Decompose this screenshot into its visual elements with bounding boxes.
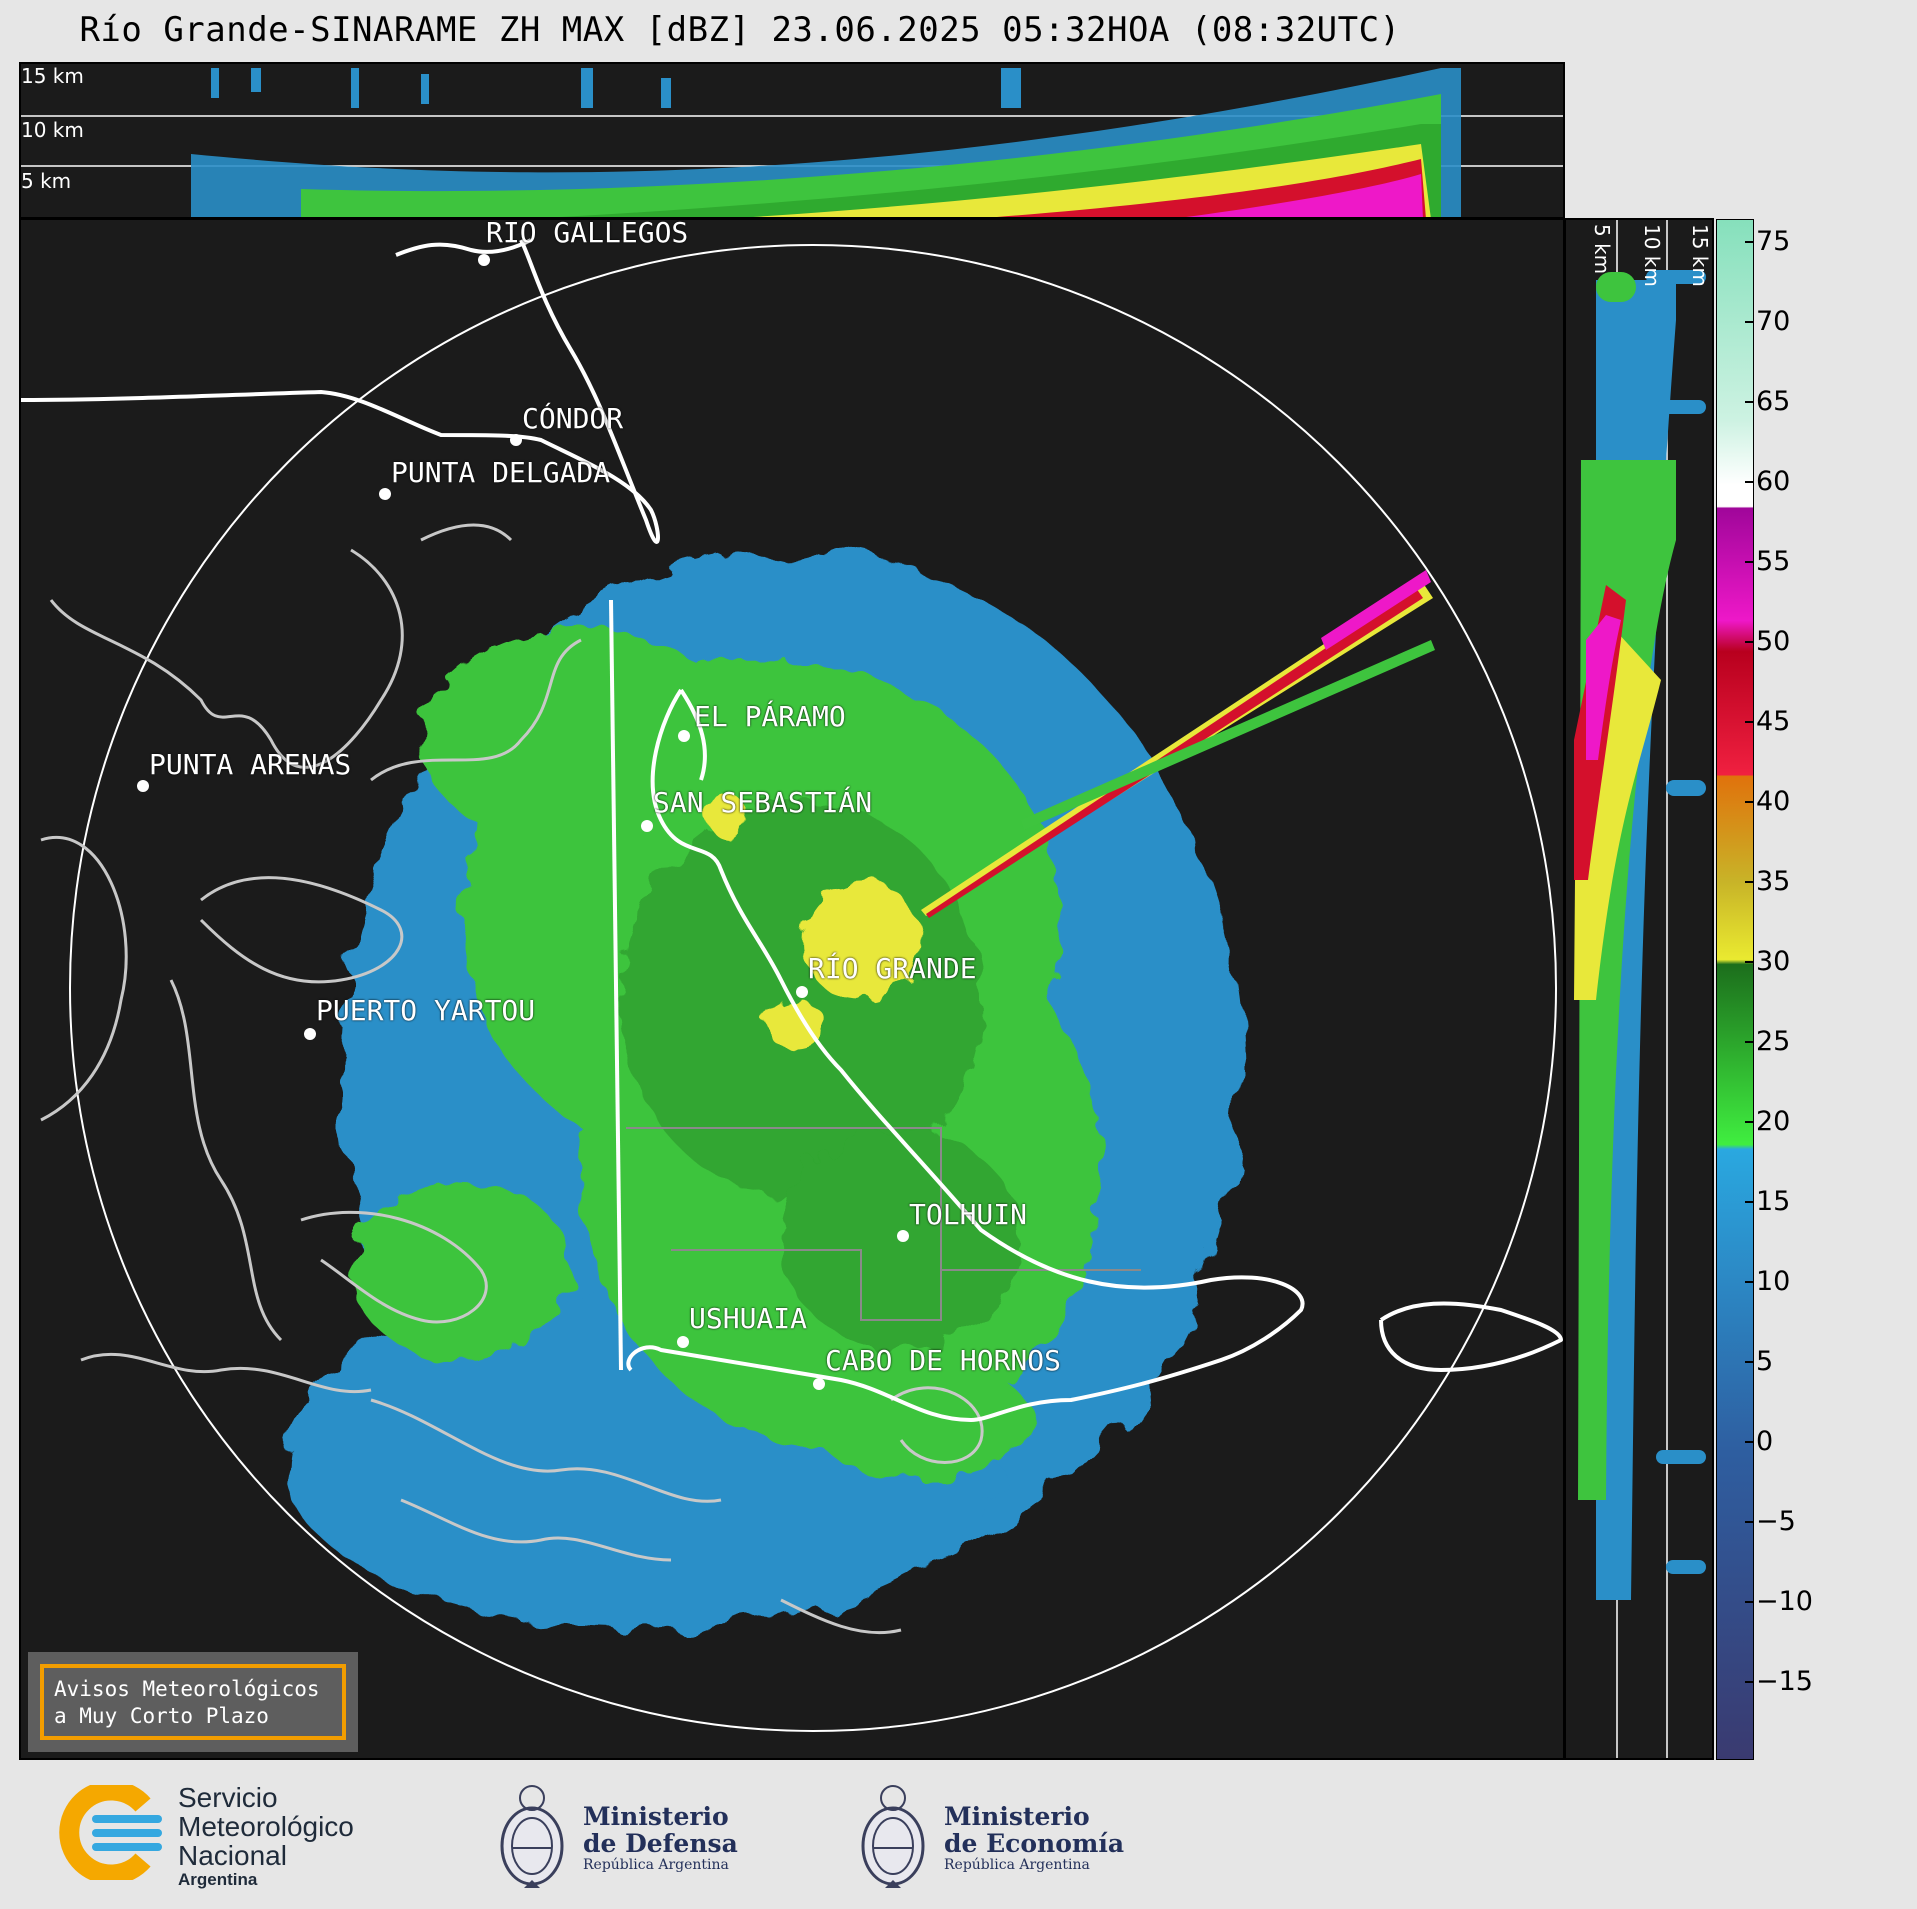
colorbar-tick: 45 — [1756, 706, 1791, 737]
side-profile-plot — [1574, 220, 1706, 1758]
colorbar-tick: 65 — [1756, 386, 1791, 417]
city-rio-grande: RÍO GRANDE — [808, 952, 977, 985]
side-alt-label-10: 10 km — [1640, 224, 1664, 287]
city-rio-gallegos: RÍO GALLEGOS — [486, 218, 689, 249]
range-ring — [69, 244, 1557, 1732]
economia-text: Ministerio de Economía República Argenti… — [944, 1802, 1125, 1873]
map-title: Río Grande-SINARAME ZH MAX [dBZ] 23.06.2… — [79, 10, 1401, 50]
radar-map — [21, 238, 1563, 1732]
city-san-sebastian: SAN SEBASTIÁN — [653, 786, 873, 819]
city-ushuaia: USHUAIA — [689, 1302, 808, 1335]
echo-strong-cells — [706, 793, 921, 1049]
top-alt-label-15: 15 km — [21, 64, 84, 88]
top-alt-label-10: 10 km — [21, 118, 84, 142]
city-punta-arenas: PUNTA ARENAS — [149, 748, 352, 781]
colorbar-tick: 60 — [1756, 466, 1791, 497]
side-alt-label-15: 15 km — [1688, 224, 1712, 287]
top-profile-plot — [21, 68, 1563, 217]
colorbar-tick: 50 — [1756, 626, 1791, 657]
smn-logo — [58, 1785, 163, 1880]
smn-logo-icon — [59, 1785, 162, 1880]
city-cabo-de-hornos: CABO DE HORNOS — [825, 1344, 1062, 1377]
city-el-paramo: EL PÁRAMO — [694, 700, 846, 733]
smn-text: Servicio Meteorológico Nacional Argentin… — [178, 1782, 354, 1889]
colorbar-tick: 0 — [1756, 1426, 1774, 1457]
top-alt-label-5: 5 km — [21, 169, 72, 193]
defensa-text: Ministerio de Defensa República Argentin… — [583, 1802, 738, 1873]
defensa-seal — [494, 1776, 570, 1898]
city-tolhuin: TOLHUIN — [909, 1198, 1028, 1231]
borders — [21, 238, 1563, 1422]
colorbar-tick: 5 — [1756, 1346, 1774, 1377]
colorbar-tick: 20 — [1756, 1106, 1791, 1137]
warning-box: Avisos Meteorológicos a Muy Corto Plazo — [28, 1652, 358, 1752]
top-profile-panel: 15 km 10 km 5 km — [19, 62, 1565, 219]
coat-of-arms-icon — [861, 1785, 925, 1888]
colorbar-tick: 35 — [1756, 866, 1791, 897]
colorbar-tick: −5 — [1756, 1506, 1796, 1537]
colorbar-tick: −15 — [1756, 1666, 1813, 1697]
coastlines — [40, 523, 984, 1635]
city-condor: CÓNDOR — [522, 402, 624, 435]
city-punta-delgada: PUNTA DELGADA — [391, 456, 611, 489]
colorbar-tick: 25 — [1756, 1026, 1791, 1057]
coat-of-arms-icon — [500, 1785, 564, 1888]
colorbar-tick: 10 — [1756, 1266, 1791, 1297]
economia-seal — [855, 1776, 931, 1898]
colorbar-tick: −10 — [1756, 1586, 1813, 1617]
colorbar-gradient — [1717, 220, 1753, 1759]
colorbar-tick: 75 — [1756, 226, 1791, 257]
side-alt-label-5: 5 km — [1590, 224, 1614, 275]
city-puerto-yartou: PUERTO YARTOU — [316, 994, 536, 1027]
warning-line-2: a Muy Corto Plazo — [54, 1704, 269, 1728]
radar-map-panel: RÍO GALLEGOS CÓNDOR PUNTA DELGADA PUNTA … — [19, 218, 1565, 1760]
colorbar-tick: 30 — [1756, 946, 1791, 977]
colorbar-tick: 40 — [1756, 786, 1791, 817]
side-profile-panel: 5 km 10 km 15 km — [1564, 218, 1714, 1760]
dbz-colorbar — [1716, 219, 1754, 1760]
echo-spike-ray — [921, 570, 1435, 918]
colorbar-tick: 15 — [1756, 1186, 1791, 1217]
colorbar-tick: 70 — [1756, 306, 1791, 337]
warning-line-1: Avisos Meteorológicos — [54, 1677, 320, 1701]
colorbar-tick: 55 — [1756, 546, 1791, 577]
